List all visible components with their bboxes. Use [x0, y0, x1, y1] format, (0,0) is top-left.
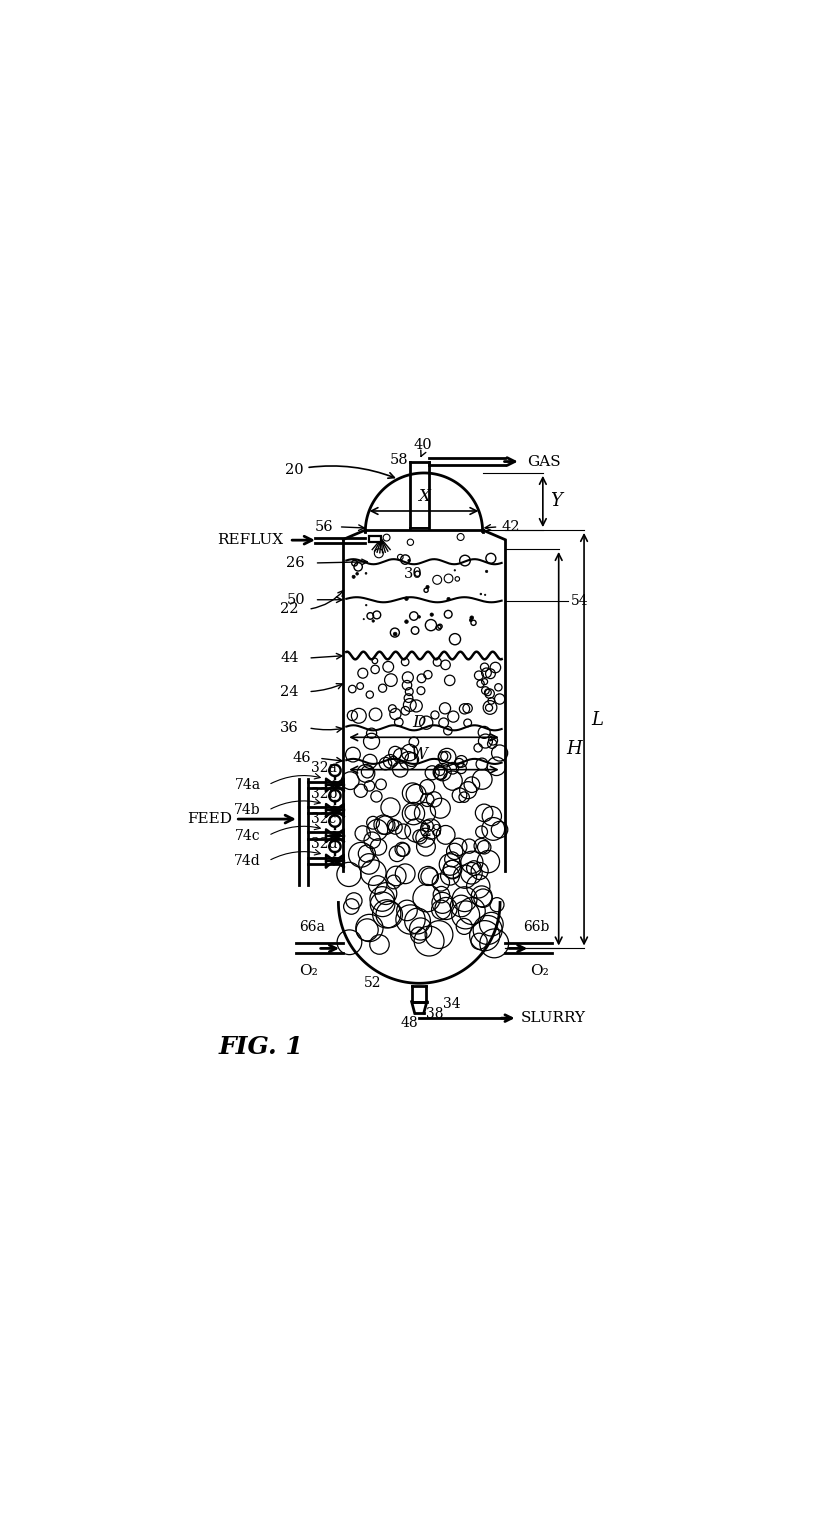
- Text: 24: 24: [281, 684, 299, 698]
- Circle shape: [430, 613, 434, 616]
- Text: H: H: [566, 740, 582, 757]
- Text: 56: 56: [315, 519, 334, 534]
- Text: 42: 42: [501, 519, 520, 534]
- Text: 44: 44: [281, 651, 299, 665]
- Text: D: D: [412, 715, 426, 731]
- Circle shape: [405, 597, 408, 601]
- Circle shape: [393, 633, 397, 636]
- Text: FEED: FEED: [187, 812, 232, 827]
- Text: 30: 30: [403, 568, 422, 581]
- Bar: [368, 536, 381, 542]
- Text: 52: 52: [364, 975, 381, 990]
- Text: 22: 22: [281, 603, 299, 616]
- Text: O₂: O₂: [299, 964, 317, 978]
- Text: 38: 38: [425, 1007, 443, 1020]
- Circle shape: [418, 616, 420, 618]
- Text: 32b: 32b: [312, 787, 338, 801]
- Text: FIG. 1: FIG. 1: [218, 1034, 303, 1058]
- Text: 74c: 74c: [235, 828, 261, 843]
- Text: 20: 20: [285, 463, 394, 478]
- Text: SLURRY: SLURRY: [521, 1011, 586, 1025]
- Text: 32a: 32a: [312, 762, 337, 775]
- Circle shape: [485, 571, 488, 572]
- Text: 48: 48: [401, 1016, 419, 1030]
- Circle shape: [372, 619, 375, 622]
- Text: 50: 50: [286, 593, 305, 607]
- Text: 40: 40: [413, 438, 432, 453]
- Text: 32c: 32c: [312, 812, 337, 827]
- Text: 66a: 66a: [299, 921, 325, 934]
- Text: Y: Y: [551, 492, 562, 510]
- Circle shape: [365, 572, 367, 574]
- Text: REFLUX: REFLUX: [217, 533, 283, 547]
- Text: 32d: 32d: [312, 837, 338, 851]
- Text: 54: 54: [571, 593, 589, 609]
- Circle shape: [470, 616, 474, 619]
- Text: L: L: [591, 712, 604, 730]
- Text: 36: 36: [280, 721, 299, 734]
- Circle shape: [352, 575, 355, 578]
- Text: 28: 28: [420, 822, 443, 840]
- Text: 34: 34: [443, 996, 461, 1010]
- Circle shape: [447, 598, 450, 601]
- Text: 74d: 74d: [234, 854, 261, 868]
- Text: 66b: 66b: [523, 921, 549, 934]
- Circle shape: [356, 572, 358, 575]
- Circle shape: [480, 593, 482, 595]
- Text: GAS: GAS: [527, 454, 560, 468]
- Text: 74a: 74a: [235, 778, 261, 792]
- Text: 26: 26: [286, 556, 305, 569]
- Text: 58: 58: [389, 453, 408, 466]
- Text: W: W: [411, 746, 428, 763]
- Circle shape: [405, 619, 408, 624]
- Text: 46: 46: [293, 751, 312, 765]
- Text: O₂: O₂: [530, 964, 549, 978]
- Text: 74b: 74b: [234, 804, 261, 818]
- Circle shape: [470, 619, 472, 622]
- Circle shape: [426, 586, 429, 589]
- Circle shape: [407, 559, 411, 562]
- Text: X: X: [418, 488, 430, 504]
